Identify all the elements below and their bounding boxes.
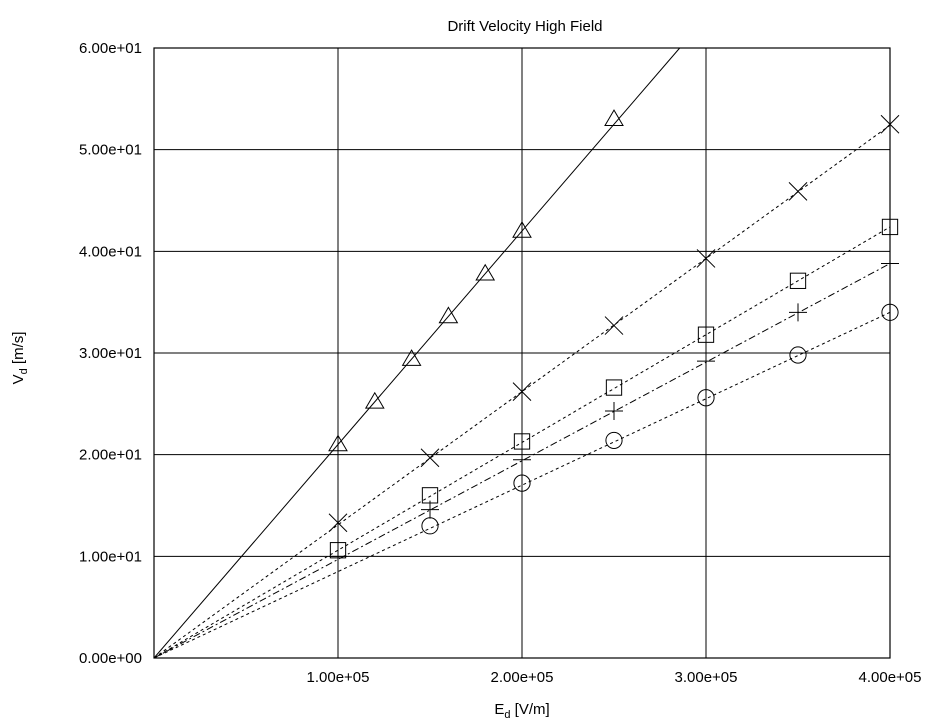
cross-marker bbox=[696, 249, 716, 268]
x-tick-label: 3.00e+05 bbox=[675, 669, 738, 686]
triangle-marker bbox=[438, 306, 459, 324]
triangle-marker bbox=[364, 391, 385, 409]
x-tick-label: 2.00e+05 bbox=[491, 669, 554, 686]
cross-series-fit-line bbox=[153, 124, 891, 659]
circle-marker bbox=[513, 474, 531, 492]
y-tick-labels: 0.00e+00 1.00e+01 2.00e+01 3.00e+01 4.00e+01… bbox=[79, 40, 142, 667]
cross-marker bbox=[512, 382, 532, 401]
y-axis-label-subscript: d bbox=[18, 368, 30, 374]
y-tick-label: 4.00e+01 bbox=[79, 243, 142, 260]
plus-marker bbox=[697, 352, 715, 371]
y-tick-label: 2.00e+01 bbox=[79, 447, 142, 464]
plus-series-fit-line bbox=[153, 263, 891, 659]
x-axis-label-unit: [V/m] bbox=[510, 701, 549, 718]
square-marker bbox=[513, 433, 531, 450]
circle-marker bbox=[697, 389, 715, 407]
cross-marker bbox=[788, 181, 808, 201]
y-axis-label: Vd [m/s] bbox=[10, 332, 30, 385]
y-tick-label: 0.00e+00 bbox=[79, 650, 142, 667]
plus-marker bbox=[605, 401, 623, 420]
plus-marker bbox=[421, 500, 439, 519]
x-tick-labels: 1.00e+05 2.00e+05 3.00e+05 4.00e+05 bbox=[307, 669, 922, 686]
y-axis-label-main: V bbox=[10, 374, 27, 384]
x-axis-label: Ed [V/m] bbox=[494, 701, 549, 721]
triangle-marker bbox=[512, 221, 532, 238]
triangle-marker bbox=[401, 349, 422, 366]
x-tick-label: 4.00e+05 bbox=[859, 669, 922, 686]
x-axis-label-subscript: d bbox=[504, 709, 510, 721]
square-marker bbox=[789, 272, 807, 289]
x-tick-label: 1.00e+05 bbox=[307, 669, 370, 686]
plot-frame bbox=[153, 47, 891, 659]
triangle-marker bbox=[604, 109, 624, 126]
circle-marker bbox=[789, 346, 807, 364]
y-tick-label: 3.00e+01 bbox=[79, 345, 142, 362]
chart-title: Drift Velocity High Field bbox=[447, 18, 602, 35]
x-axis-label-main: E bbox=[494, 701, 504, 718]
plus-marker bbox=[329, 547, 347, 566]
plus-marker bbox=[789, 303, 807, 322]
cross-marker bbox=[604, 316, 624, 335]
square-marker bbox=[697, 326, 715, 343]
cross-marker bbox=[420, 448, 440, 468]
square-marker bbox=[605, 379, 623, 396]
y-tick-label: 5.00e+01 bbox=[79, 142, 142, 159]
y-tick-label: 6.00e+01 bbox=[79, 40, 142, 57]
circle-marker bbox=[605, 431, 623, 450]
triangle-series-fit-line bbox=[153, 47, 681, 659]
data-points bbox=[328, 109, 900, 566]
y-tick-label: 1.00e+01 bbox=[79, 548, 142, 565]
circle-marker bbox=[421, 517, 439, 535]
y-axis-label-unit: [m/s] bbox=[10, 332, 27, 369]
plus-marker bbox=[513, 450, 531, 469]
cross-marker bbox=[328, 513, 348, 533]
grid-lines bbox=[154, 47, 891, 659]
fit-lines bbox=[153, 47, 891, 659]
triangle-marker bbox=[328, 434, 348, 452]
triangle-marker bbox=[475, 263, 496, 281]
square-series-fit-line bbox=[153, 226, 891, 659]
